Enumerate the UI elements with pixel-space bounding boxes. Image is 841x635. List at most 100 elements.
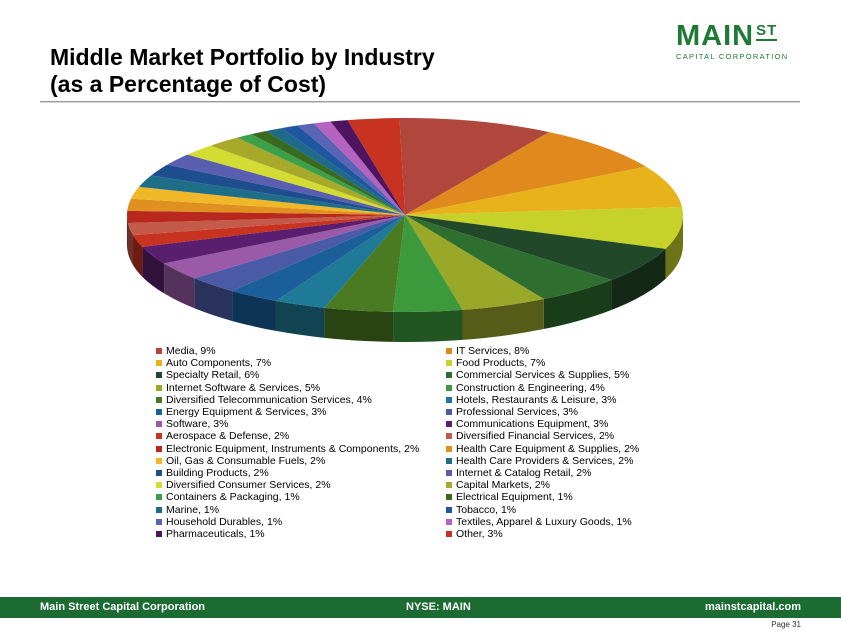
- pie-slice: [297, 123, 405, 215]
- title-line-2: (as a Percentage of Cost): [50, 71, 327, 97]
- pie-slice: [194, 215, 405, 291]
- legend-label: Pharmaceuticals, 1%: [166, 528, 265, 540]
- legend-swatch: [446, 384, 452, 391]
- legend-item: Marine, 1%: [156, 504, 219, 516]
- legend-label: Internet Software & Services, 5%: [166, 381, 321, 394]
- pie-slice: [187, 145, 405, 215]
- legend-item: Household Durables, 1%: [156, 516, 282, 528]
- pie-slice: [127, 215, 405, 236]
- legend-label: Capital Markets, 2%: [456, 479, 550, 492]
- pie-slice-side: [324, 307, 394, 342]
- legend-label: Electronic Equipment, Instruments & Comp…: [166, 442, 420, 455]
- legend-item: Oil, Gas & Consumable Fuels, 2%: [156, 455, 325, 467]
- pie-slice: [237, 134, 405, 215]
- legend-label: Oil, Gas & Consumable Fuels, 2%: [166, 454, 326, 467]
- pie-slice-side: [462, 299, 544, 340]
- legend-item: Electrical Equipment, 1%: [446, 491, 573, 503]
- legend-swatch: [156, 396, 162, 403]
- legend-item: Building Products, 2%: [156, 467, 269, 479]
- legend-swatch: [446, 457, 452, 464]
- legend-label: Marine, 1%: [166, 503, 220, 516]
- legend-item: Software, 3%: [156, 418, 228, 430]
- pie-slice: [330, 120, 405, 215]
- legend-swatch: [156, 494, 162, 501]
- legend-item: Construction & Engineering, 4%: [446, 382, 605, 394]
- legend-swatch: [156, 360, 162, 367]
- pie-slice-side: [127, 223, 134, 266]
- legend-swatch: [446, 531, 452, 537]
- legend-label: Communications Equipment, 3%: [456, 418, 609, 431]
- pie-slice: [151, 164, 405, 215]
- legend-item: Health Care Equipment & Supplies, 2%: [446, 443, 639, 455]
- page-title: Middle Market Portfolio by Industry (as …: [50, 44, 435, 98]
- legend-label: Aerospace & Defense, 2%: [166, 430, 290, 443]
- legend-swatch: [446, 445, 452, 452]
- legend-item: Media, 9%: [156, 345, 216, 357]
- legend-label: Media, 9%: [166, 345, 216, 357]
- pie-slice-side: [164, 263, 195, 309]
- legend-item: Internet Software & Services, 5%: [156, 382, 320, 394]
- legend-label: IT Services, 8%: [456, 345, 530, 357]
- legend-label: Auto Components, 7%: [166, 357, 272, 370]
- pie-slice-side: [275, 300, 325, 338]
- company-logo: MAIN ST CAPITAL CORPORATION: [676, 22, 789, 62]
- pie-slice-side: [194, 278, 233, 321]
- legend-item: Diversified Consumer Services, 2%: [156, 479, 331, 491]
- legend-label: Household Durables, 1%: [166, 515, 283, 528]
- pie-slice: [324, 215, 405, 312]
- pie-slice-side: [393, 309, 463, 342]
- legend-item: Textiles, Apparel & Luxury Goods, 1%: [446, 516, 632, 528]
- title-divider: [40, 101, 800, 103]
- legend-swatch: [446, 470, 452, 476]
- legend-swatch: [156, 531, 162, 537]
- legend-swatch: [156, 348, 162, 354]
- pie-slice: [127, 210, 405, 224]
- legend-swatch: [156, 506, 162, 513]
- pie-slice: [167, 154, 405, 215]
- legend-label: Professional Services, 3%: [456, 406, 578, 418]
- footer-website: mainstcapital.com: [705, 601, 801, 613]
- footer-company: Main Street Capital Corporation: [40, 601, 206, 613]
- pie-slice: [393, 215, 463, 312]
- legend-swatch: [446, 433, 452, 440]
- pie-slice: [130, 186, 405, 215]
- pie-slice-side: [133, 235, 143, 277]
- legend-item: Professional Services, 3%: [446, 406, 578, 418]
- legend-label: Construction & Engineering, 4%: [456, 381, 605, 394]
- pie-slice: [405, 215, 666, 280]
- legend-label: Diversified Consumer Services, 2%: [166, 479, 331, 492]
- legend-label: Food Products, 7%: [456, 357, 546, 370]
- pie-slice-side: [232, 290, 276, 331]
- legend-swatch: [446, 421, 452, 428]
- legend-swatch: [446, 518, 452, 525]
- pie-slice: [405, 166, 683, 215]
- legend-label: Diversified Financial Services, 2%: [456, 430, 615, 443]
- legend-label: Textiles, Apparel & Luxury Goods, 1%: [456, 515, 632, 528]
- pie-slice-side: [142, 246, 165, 294]
- legend-swatch: [156, 518, 162, 525]
- legend-label: Electrical Equipment, 1%: [456, 491, 573, 504]
- pie-slice: [313, 121, 405, 215]
- legend-swatch: [156, 433, 162, 440]
- legend-swatch: [156, 470, 162, 476]
- legend-label: Specialty Retail, 6%: [166, 369, 260, 382]
- legend-item: Health Care Providers & Services, 2%: [446, 455, 633, 467]
- logo-subtitle: CAPITAL CORPORATION: [676, 52, 789, 61]
- legend-item: Diversified Telecommunication Services, …: [156, 394, 372, 406]
- legend-swatch: [156, 445, 162, 452]
- legend-item: Pharmaceuticals, 1%: [156, 528, 265, 540]
- legend-label: Building Products, 2%: [166, 467, 269, 479]
- legend-swatch: [446, 372, 452, 379]
- legend-swatch: [156, 482, 162, 489]
- legend-item: Tobacco, 1%: [446, 504, 516, 516]
- pie-slice: [133, 215, 406, 247]
- legend-item: Energy Equipment & Services, 3%: [156, 406, 327, 418]
- legend-swatch: [446, 409, 452, 415]
- pie-slice: [266, 128, 405, 215]
- legend-swatch: [156, 457, 162, 464]
- pie-slice: [232, 215, 405, 301]
- legend-item: Aerospace & Defense, 2%: [156, 430, 289, 442]
- legend-label: Tobacco, 1%: [456, 503, 517, 516]
- legend-label: Internet & Catalog Retail, 2%: [456, 467, 592, 479]
- pie-slice: [164, 215, 405, 279]
